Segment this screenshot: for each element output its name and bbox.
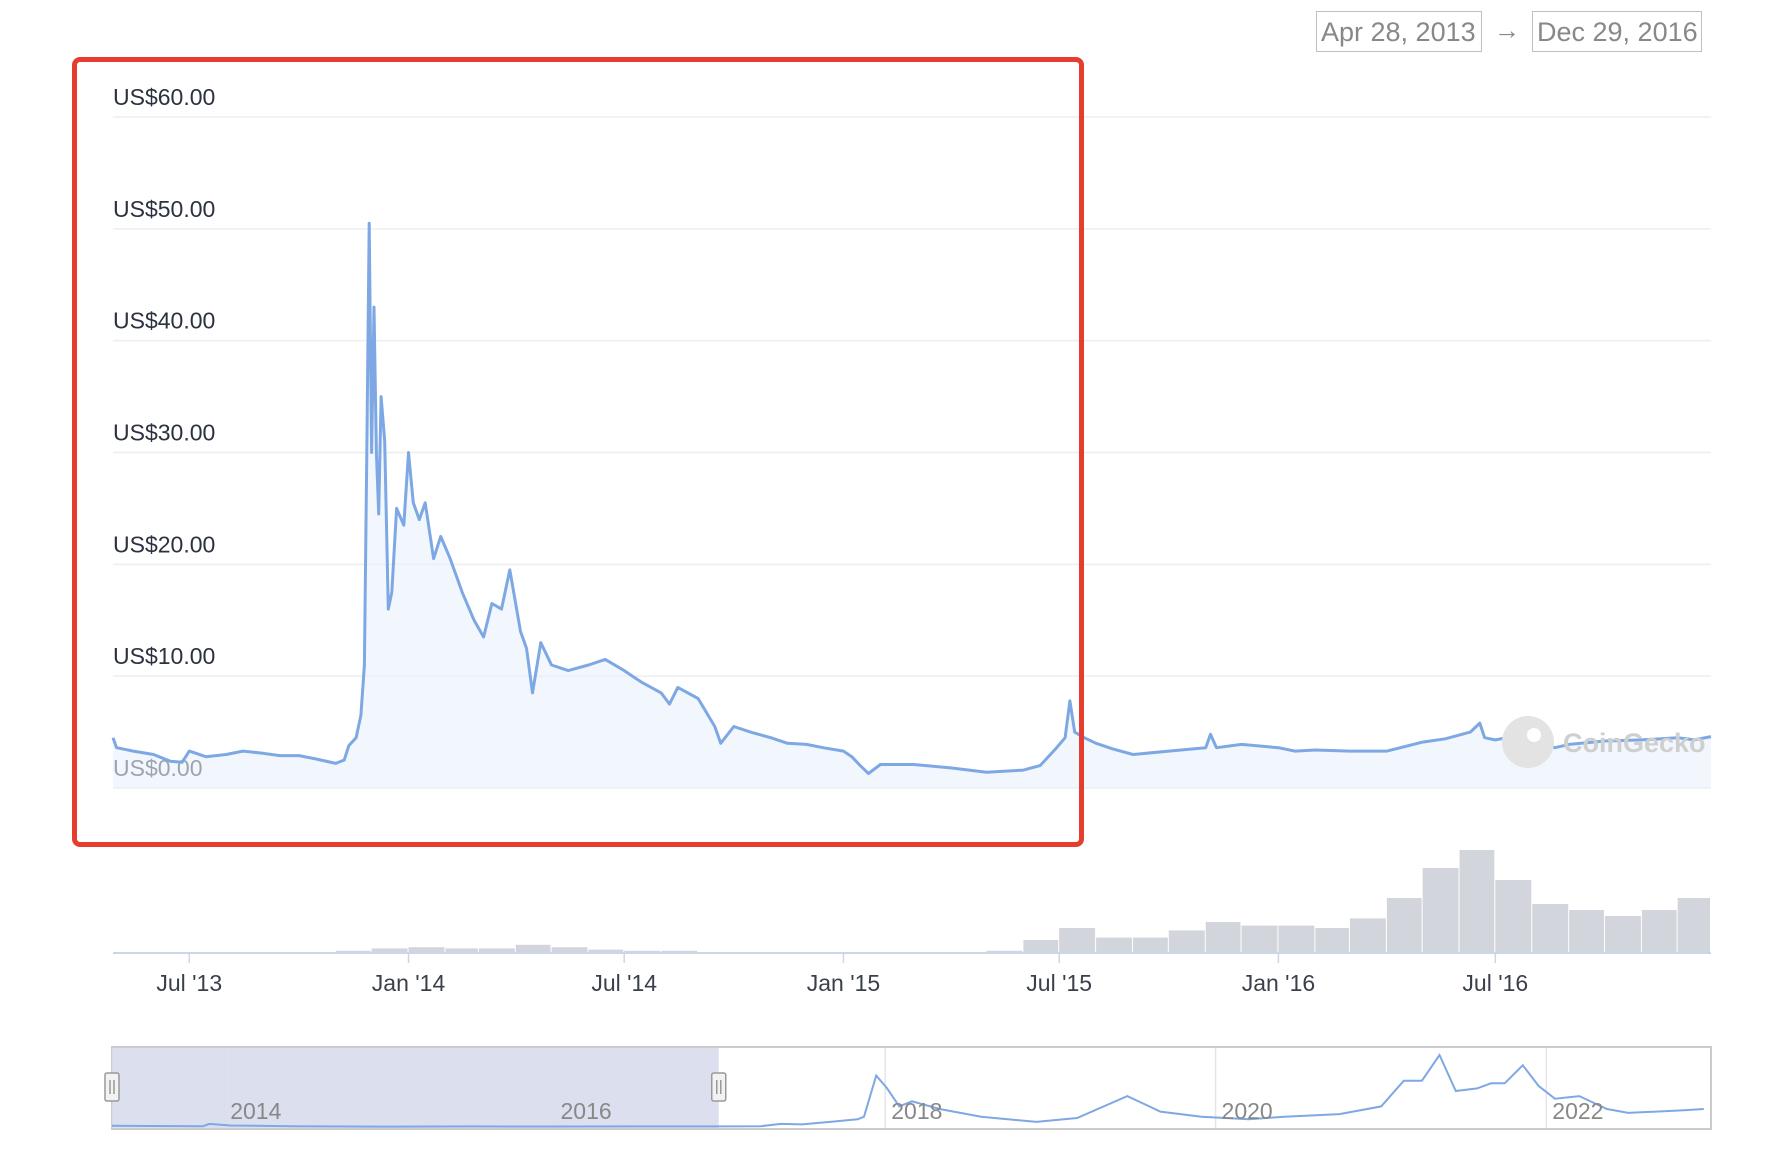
gecko-eye-icon: [1527, 728, 1541, 742]
volume-bar: [588, 949, 624, 952]
volume-bar: [335, 950, 371, 952]
volume-bar: [478, 948, 515, 952]
coingecko-gecko-icon: [1502, 716, 1554, 768]
navigator-selected-range[interactable]: [112, 1048, 719, 1128]
navigator-year-label: 2020: [1222, 1098, 1273, 1124]
range-navigator[interactable]: 2014 2016 2018 2020 2022: [104, 1046, 1712, 1130]
navigator-year-label: 2018: [891, 1098, 942, 1124]
volume-bar: [445, 948, 478, 952]
navigator-handle[interactable]: [711, 1072, 727, 1102]
volume-bar: [1641, 910, 1677, 952]
volume-bar: [1495, 880, 1532, 952]
volume-bar: [624, 950, 661, 952]
volume-bar: [408, 947, 445, 952]
x-tick-label: Jul '14: [591, 970, 657, 996]
navigator-handle[interactable]: [104, 1072, 120, 1102]
y-tick-label: US$30.00: [113, 420, 215, 446]
navigator-year-label: 2014: [230, 1098, 281, 1124]
x-tick-label: Jul '16: [1462, 970, 1528, 996]
volume-bar: [1532, 904, 1569, 952]
x-tick-label: Jan '16: [1242, 970, 1315, 996]
volume-bar: [1422, 868, 1459, 952]
y-tick-label: US$40.00: [113, 308, 215, 334]
volume-bar: [661, 950, 698, 952]
volume-bar: [1059, 928, 1096, 952]
volume-bar: [371, 948, 408, 952]
volume-bar: [986, 950, 1023, 952]
volume-bar: [1349, 918, 1386, 952]
navigator-labels: 2014 2016 2018 2020 2022: [230, 1098, 1603, 1124]
volume-bar: [1168, 930, 1205, 952]
volume-bar: [1241, 925, 1278, 952]
navigator-handles[interactable]: [104, 1072, 727, 1102]
coingecko-watermark-text: CoinGecko: [1563, 728, 1706, 758]
highlight-annotation-box: [72, 57, 1084, 847]
date-from-input[interactable]: Apr 28, 2013: [1316, 11, 1482, 52]
volume-bar: [1278, 925, 1315, 952]
volume-bar: [1677, 898, 1710, 952]
volume-bar: [1386, 898, 1422, 952]
x-tick-label: Jul '15: [1026, 970, 1092, 996]
price-line-series[interactable]: [111, 221, 1712, 775]
volume-bar: [1315, 928, 1349, 952]
price-area-fill: [113, 223, 1711, 788]
y-tick-label: US$60.00: [113, 84, 215, 110]
y-tick-label: US$50.00: [113, 196, 215, 222]
navigator-handle-grip: [104, 1072, 120, 1102]
volume-bar: [1459, 850, 1495, 952]
date-to-input[interactable]: Dec 29, 2016: [1532, 11, 1702, 52]
x-axis-labels: Jul '13 Jan '14 Jul '14 Jan '15 Jul '15 Jan '…: [156, 953, 1528, 996]
x-tick-label: Jan '14: [372, 970, 446, 996]
x-tick-label: Jan '15: [807, 970, 880, 996]
navigator-line-series: [111, 1052, 1704, 1128]
navigator-year-label: 2016: [561, 1098, 612, 1124]
arrow-right-icon: →: [1494, 15, 1520, 45]
volume-bar: [1096, 937, 1133, 952]
volume-bar: [515, 944, 551, 952]
volume-bar: [1604, 916, 1641, 952]
volume-bar: [1205, 922, 1241, 952]
x-tick-label: Jul '13: [156, 970, 222, 996]
coingecko-watermark: CoinGecko: [1502, 716, 1706, 768]
navigator-handle-grip: [711, 1072, 727, 1102]
volume-bar: [1023, 940, 1059, 952]
volume-bar: [551, 947, 588, 952]
volume-bar: [1569, 910, 1604, 952]
navigator-year-label: 2022: [1552, 1098, 1603, 1124]
y-tick-label: US$20.00: [113, 531, 215, 557]
volume-bars: [335, 850, 1710, 952]
volume-bar: [1133, 937, 1168, 952]
y-tick-label: US$10.00: [113, 643, 215, 669]
